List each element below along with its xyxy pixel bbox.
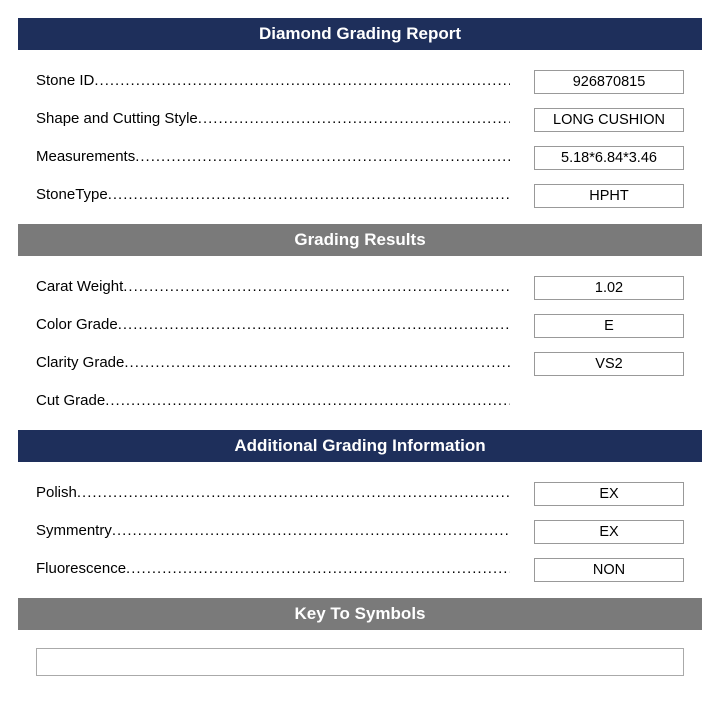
label-stone-type: StoneType <box>36 186 510 203</box>
value-color: E <box>534 314 684 338</box>
value-clarity: VS2 <box>534 352 684 376</box>
row-measurements: Measurements 5.18*6.84*3.46 <box>18 144 702 172</box>
row-cut: Cut Grade <box>18 388 702 416</box>
row-shape: Shape and Cutting Style LONG CUSHION <box>18 106 702 134</box>
section-main: Diamond Grading Report Stone ID 92687081… <box>18 18 702 210</box>
label-carat: Carat Weight <box>36 278 510 295</box>
label-clarity: Clarity Grade <box>36 354 510 371</box>
row-fluorescence: Fluorescence NON <box>18 556 702 584</box>
value-measurements: 5.18*6.84*3.46 <box>534 146 684 170</box>
row-stone-type: StoneType HPHT <box>18 182 702 210</box>
section-symbols: Key To Symbols <box>18 598 702 676</box>
label-polish: Polish <box>36 484 510 501</box>
symbols-box <box>36 648 684 676</box>
label-symmetry: Symmentry <box>36 522 510 539</box>
value-polish: EX <box>534 482 684 506</box>
section-additional: Additional Grading Information Polish EX… <box>18 430 702 584</box>
label-shape: Shape and Cutting Style <box>36 110 510 127</box>
row-carat: Carat Weight 1.02 <box>18 274 702 302</box>
row-color: Color Grade E <box>18 312 702 340</box>
heading-symbols: Key To Symbols <box>18 598 702 630</box>
heading-grading: Grading Results <box>18 224 702 256</box>
value-stone-type: HPHT <box>534 184 684 208</box>
label-color: Color Grade <box>36 316 510 333</box>
heading-main: Diamond Grading Report <box>18 18 702 50</box>
section-grading: Grading Results Carat Weight 1.02 Color … <box>18 224 702 416</box>
label-stone-id: Stone ID <box>36 72 510 89</box>
label-measurements: Measurements <box>36 148 510 165</box>
value-fluorescence: NON <box>534 558 684 582</box>
value-stone-id: 926870815 <box>534 70 684 94</box>
row-polish: Polish EX <box>18 480 702 508</box>
label-cut: Cut Grade <box>36 392 510 409</box>
row-clarity: Clarity Grade VS2 <box>18 350 702 378</box>
heading-additional: Additional Grading Information <box>18 430 702 462</box>
row-stone-id: Stone ID 926870815 <box>18 68 702 96</box>
value-shape: LONG CUSHION <box>534 108 684 132</box>
row-symmetry: Symmentry EX <box>18 518 702 546</box>
label-fluorescence: Fluorescence <box>36 560 510 577</box>
value-carat: 1.02 <box>534 276 684 300</box>
value-symmetry: EX <box>534 520 684 544</box>
